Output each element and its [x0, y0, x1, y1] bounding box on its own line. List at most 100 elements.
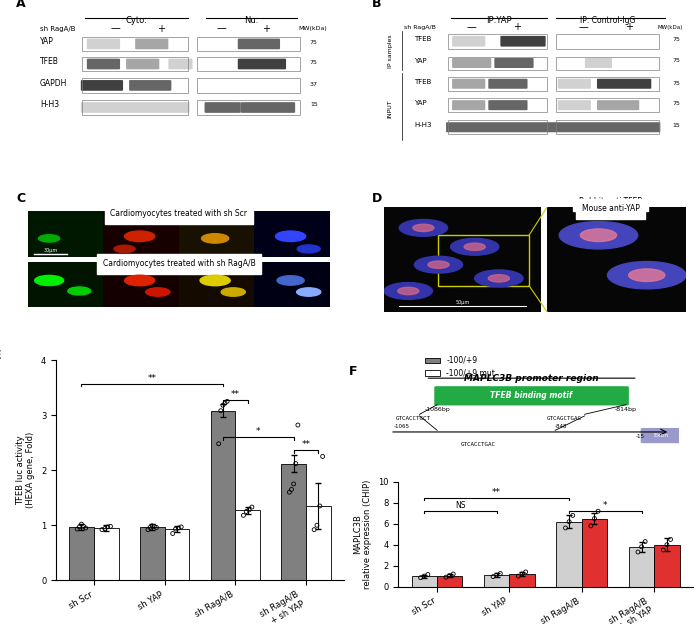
FancyBboxPatch shape — [558, 79, 591, 89]
Text: Mouse anti-YAP: Mouse anti-YAP — [582, 204, 640, 213]
Circle shape — [475, 270, 523, 287]
Text: -814bp: -814bp — [615, 407, 637, 412]
Point — [102, 522, 113, 532]
Y-axis label: MAPLC3B
relative expression (CHIP): MAPLC3B relative expression (CHIP) — [353, 480, 372, 589]
Point — [662, 540, 673, 550]
FancyBboxPatch shape — [204, 102, 241, 113]
Text: Cardiomyocytes treated with sh RagA/B: Cardiomyocytes treated with sh RagA/B — [102, 260, 256, 268]
Point — [491, 570, 503, 580]
Bar — [556, 98, 659, 112]
Bar — [510, 574, 535, 587]
Point — [217, 400, 228, 410]
Point — [80, 523, 91, 533]
Text: NS: NS — [455, 501, 466, 510]
Text: INPUT: INPUT — [388, 99, 393, 118]
Point — [176, 522, 187, 532]
Bar — [83, 37, 188, 51]
Bar — [254, 261, 330, 307]
FancyBboxPatch shape — [238, 39, 280, 49]
FancyBboxPatch shape — [452, 79, 485, 89]
Text: —: — — [111, 24, 120, 34]
Circle shape — [38, 235, 60, 242]
Bar — [197, 78, 300, 93]
Text: Nu.: Nu. — [244, 16, 258, 26]
Text: GTCACCTGAC: GTCACCTGAC — [461, 442, 496, 447]
Point — [71, 524, 83, 534]
Text: IP samples: IP samples — [388, 34, 393, 68]
FancyBboxPatch shape — [489, 79, 528, 89]
Point — [658, 545, 669, 555]
FancyBboxPatch shape — [494, 58, 533, 68]
Text: YAP: YAP — [414, 100, 427, 107]
FancyBboxPatch shape — [126, 59, 160, 69]
Circle shape — [125, 275, 155, 286]
Text: Cyto.: Cyto. — [126, 16, 148, 26]
Bar — [484, 575, 510, 587]
Text: H-H3: H-H3 — [414, 122, 432, 128]
Text: -15: -15 — [636, 434, 645, 439]
Point — [495, 568, 506, 578]
Point — [244, 505, 255, 515]
Text: GTCACCTGCT: GTCACCTGCT — [396, 416, 431, 421]
Point — [317, 451, 328, 461]
FancyBboxPatch shape — [129, 80, 172, 90]
FancyBboxPatch shape — [80, 102, 190, 113]
Point — [314, 501, 326, 511]
Point — [219, 398, 230, 408]
Point — [560, 523, 571, 533]
Bar — [582, 519, 607, 587]
Bar — [28, 261, 104, 307]
Text: TFEB: TFEB — [40, 57, 59, 67]
Point — [665, 535, 676, 545]
Text: -1065: -1065 — [394, 424, 410, 429]
Text: MW(kDa): MW(kDa) — [657, 25, 683, 30]
Text: 50μm: 50μm — [456, 300, 470, 305]
Bar — [140, 527, 164, 580]
Point — [215, 406, 226, 416]
Circle shape — [34, 275, 64, 286]
Text: TFEB: TFEB — [414, 36, 432, 42]
Bar — [447, 98, 547, 112]
Text: IP: Control-IgG: IP: Control-IgG — [580, 16, 635, 26]
Point — [422, 570, 433, 580]
Text: 75: 75 — [672, 81, 680, 86]
Bar — [197, 57, 300, 71]
Bar — [235, 510, 260, 580]
Point — [284, 487, 295, 497]
Point — [640, 537, 651, 547]
Circle shape — [114, 245, 135, 253]
Point — [517, 569, 528, 579]
Bar — [629, 547, 654, 587]
Bar — [412, 576, 437, 587]
Point — [440, 572, 452, 582]
FancyBboxPatch shape — [87, 59, 120, 69]
Circle shape — [428, 261, 449, 268]
Point — [564, 517, 575, 527]
Text: —: — — [578, 22, 588, 32]
Point — [144, 522, 155, 532]
FancyBboxPatch shape — [489, 100, 528, 110]
Text: Exon: Exon — [654, 433, 669, 438]
Point — [309, 525, 320, 535]
Point — [213, 439, 224, 449]
Point — [632, 547, 643, 557]
FancyBboxPatch shape — [434, 386, 629, 406]
Bar — [556, 77, 659, 90]
Text: Rabbit anti-TFEB: Rabbit anti-TFEB — [579, 197, 642, 206]
Text: *: * — [256, 427, 260, 436]
Bar — [447, 34, 547, 49]
Text: TFEB binding motif: TFEB binding motif — [491, 391, 573, 401]
Bar — [28, 211, 104, 257]
Bar — [179, 261, 254, 307]
Text: 15: 15 — [310, 102, 318, 107]
FancyBboxPatch shape — [640, 428, 682, 443]
Bar — [94, 528, 118, 580]
Circle shape — [629, 269, 665, 281]
Circle shape — [559, 222, 638, 249]
FancyBboxPatch shape — [169, 59, 192, 69]
Text: TFEB: TFEB — [414, 79, 432, 85]
Text: —: — — [216, 24, 226, 34]
Text: 75: 75 — [672, 101, 680, 106]
Text: MAPLC3B promoter region: MAPLC3B promoter region — [464, 374, 599, 383]
Circle shape — [276, 231, 306, 241]
